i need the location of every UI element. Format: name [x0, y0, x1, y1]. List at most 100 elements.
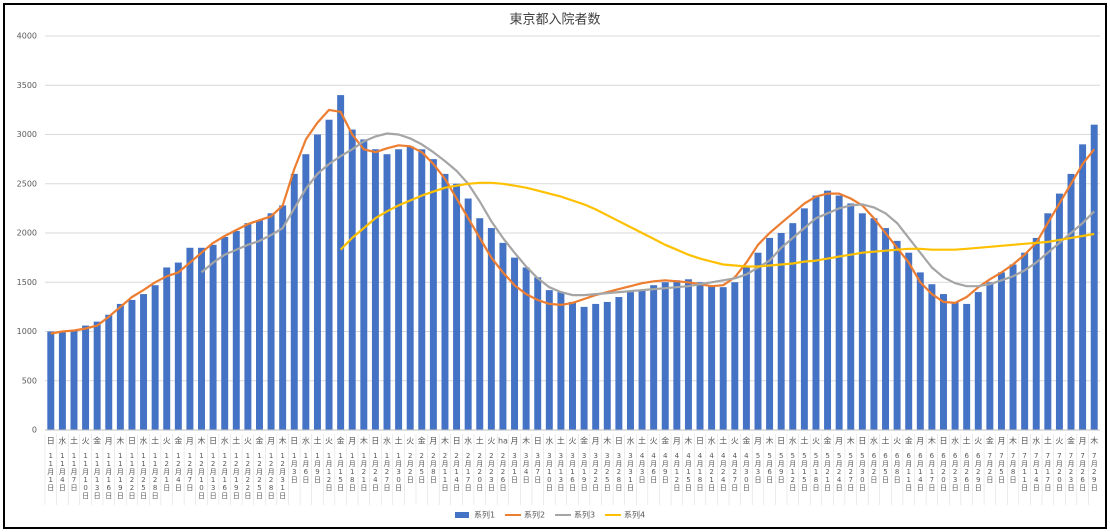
legend-label: 系列1	[474, 510, 495, 520]
y-tick-label: 3000	[17, 130, 37, 139]
x-tick-label: 4月6日	[650, 452, 658, 484]
weekday-label: 月	[997, 437, 1005, 446]
weekday-label: 日	[696, 437, 704, 446]
weekday-label: 土	[800, 436, 808, 446]
bar	[140, 294, 148, 430]
bar	[1079, 144, 1087, 430]
bar	[174, 262, 182, 430]
bar	[395, 149, 403, 430]
weekday-label: 木	[279, 436, 287, 446]
x-tick-label: 1月6日	[302, 452, 310, 484]
weekday-label: 日	[858, 437, 866, 446]
bar	[163, 267, 171, 430]
bar	[626, 292, 634, 430]
x-tick-label: 3月28日	[615, 452, 623, 492]
bar	[580, 306, 588, 430]
bar	[603, 301, 611, 430]
x-tick-label: 12月25日	[255, 452, 263, 500]
bar	[476, 218, 484, 430]
weekday-label: 月	[916, 437, 924, 446]
bar	[1021, 252, 1029, 430]
bar	[986, 282, 994, 430]
x-tick-label: 2月8日	[429, 452, 437, 484]
bar	[545, 290, 553, 430]
weekday-label: 火	[163, 437, 171, 446]
bar	[93, 321, 101, 430]
weekday-label: 木	[928, 436, 936, 446]
x-tick-label: 5月3日	[754, 452, 762, 484]
bar	[951, 301, 959, 430]
bar	[835, 195, 843, 430]
bar	[348, 129, 356, 430]
legend-swatch	[455, 512, 469, 518]
bar	[1009, 264, 1017, 430]
legend-label: 系列4	[624, 510, 645, 520]
x-tick-label: 5月21日	[824, 452, 832, 492]
x-tick-label: 3月19日	[580, 452, 588, 492]
x-tick-label: 6月26日	[963, 452, 971, 492]
weekday-label: 日	[47, 437, 55, 446]
bar	[789, 223, 797, 430]
bar	[754, 252, 762, 430]
weekday-label: 土	[313, 436, 321, 446]
bar	[650, 285, 658, 430]
x-tick-label: 7月26日	[1079, 452, 1087, 492]
x-tick-label: 7月5日	[997, 452, 1005, 484]
x-tick-label: 6月17日	[928, 452, 936, 492]
bar	[302, 154, 310, 430]
legend-label: 系列3	[574, 510, 595, 520]
y-tick-label: 3500	[17, 81, 37, 90]
bar	[313, 134, 321, 430]
bar	[105, 314, 113, 430]
bar	[882, 228, 889, 430]
weekday-label: 土	[557, 436, 565, 446]
weekday-label: 火	[893, 437, 901, 446]
weekday-label: 水	[464, 436, 472, 446]
bar	[209, 244, 217, 430]
x-tick-label: 6月5日	[882, 452, 890, 484]
x-tick-label: 5月30日	[858, 452, 866, 492]
weekday-label: 月	[511, 437, 519, 446]
weekday-label: 月	[835, 437, 843, 446]
bar	[916, 272, 924, 430]
x-tick-label: 5月15日	[800, 452, 808, 492]
weekday-label: 水	[140, 436, 148, 446]
weekday-label: 土	[638, 436, 646, 446]
weekday-label: ha	[498, 437, 508, 446]
bar	[719, 287, 727, 430]
weekday-label: 火	[569, 437, 577, 446]
weekday-label: 木	[1009, 436, 1017, 446]
x-tick-label: 1月18日	[348, 452, 356, 492]
weekday-label: 木	[603, 436, 611, 446]
y-tick-label: 1000	[17, 327, 37, 336]
weekday-label: 金	[986, 436, 994, 446]
x-tick-label: 5月6日	[766, 452, 774, 484]
bar	[708, 285, 716, 430]
bar	[592, 303, 600, 430]
weekday-label: 火	[974, 437, 982, 446]
x-tick-label: 12月1日	[163, 452, 171, 492]
weekday-label: 水	[221, 436, 229, 446]
weekday-label: 金	[661, 436, 669, 446]
weekday-label: 土	[1044, 436, 1052, 446]
bar	[696, 282, 704, 430]
bar	[279, 205, 287, 430]
x-tick-label: 7月11日	[1021, 452, 1029, 492]
weekday-label: 土	[882, 436, 890, 446]
weekday-label: 火	[731, 437, 739, 446]
x-tick-label: 2月11日	[441, 452, 449, 492]
weekday-label: 火	[650, 437, 658, 446]
weekday-label: 水	[626, 436, 634, 446]
x-tick-label: 4月30日	[742, 452, 750, 492]
bar	[858, 213, 866, 430]
weekday-label: 火	[406, 437, 414, 446]
x-tick-label: 7月2日	[986, 452, 994, 484]
x-tick-label: 2月26日	[499, 452, 507, 492]
x-tick-label: 3月1日	[511, 452, 519, 484]
weekday-label: 土	[719, 436, 727, 446]
x-tick-label: 5月27日	[847, 452, 855, 492]
x-tick-label: 7月29日	[1090, 452, 1098, 492]
x-tick-label: 5月24日	[835, 452, 843, 492]
bar	[997, 272, 1005, 430]
